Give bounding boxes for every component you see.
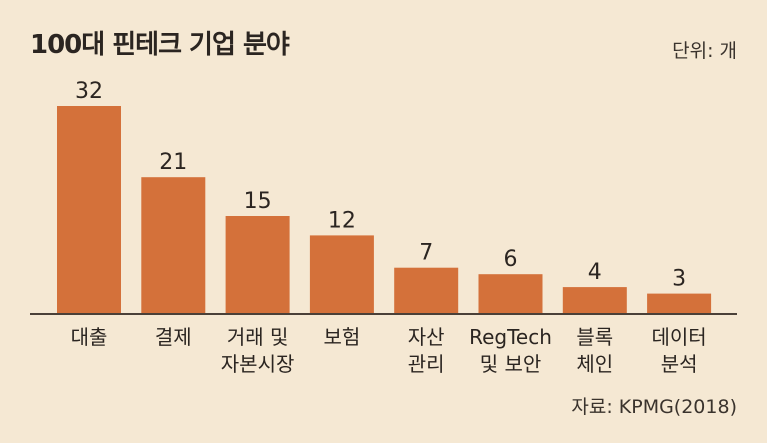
category-label-line: 자본시장 [221, 352, 295, 376]
bars-group: 32 21 15 12 7 6 4 3 [57, 79, 712, 313]
value-label-7: 3 [672, 267, 686, 292]
value-label-5: 6 [504, 247, 518, 272]
category-label-line: 보험 [323, 325, 360, 349]
bar-6 [562, 287, 627, 313]
category-label-0: 대출 [71, 325, 108, 349]
value-label-1: 21 [159, 150, 187, 175]
bar-0 [57, 106, 121, 313]
category-label-line: 대출 [71, 325, 108, 349]
category-label-line: 블록 [576, 325, 613, 349]
category-label-line: 데이터 [651, 325, 706, 349]
category-label-line: 자산 [408, 325, 445, 349]
bar-2 [225, 216, 290, 313]
category-label-5: RegTech 및 보안 [469, 325, 552, 376]
value-label-0: 32 [75, 79, 103, 104]
category-label-1: 결제 [155, 325, 192, 349]
chart-title: 100대 핀테크 기업 분야 [30, 30, 290, 60]
category-label-line: 결제 [155, 325, 192, 349]
bar-1 [141, 177, 206, 313]
category-label-line: 거래 및 [227, 325, 289, 349]
category-label-line: 분석 [661, 352, 698, 376]
unit-label: 단위: 개 [672, 40, 737, 62]
value-label-4: 7 [419, 241, 433, 266]
bar-7 [647, 293, 712, 313]
value-label-2: 15 [244, 189, 272, 214]
bar-3 [309, 235, 374, 313]
bar-5 [478, 274, 543, 313]
category-label-line: RegTech [469, 325, 552, 349]
bar-4 [394, 267, 459, 313]
category-label-line: 관리 [408, 352, 445, 376]
source-note: 자료: KPMG(2018) [571, 396, 737, 418]
category-label-line: 및 보안 [480, 352, 542, 376]
value-label-3: 12 [328, 208, 356, 233]
category-label-line: 체인 [576, 352, 613, 376]
category-label-3: 보험 [323, 325, 360, 349]
value-label-6: 4 [588, 260, 602, 285]
